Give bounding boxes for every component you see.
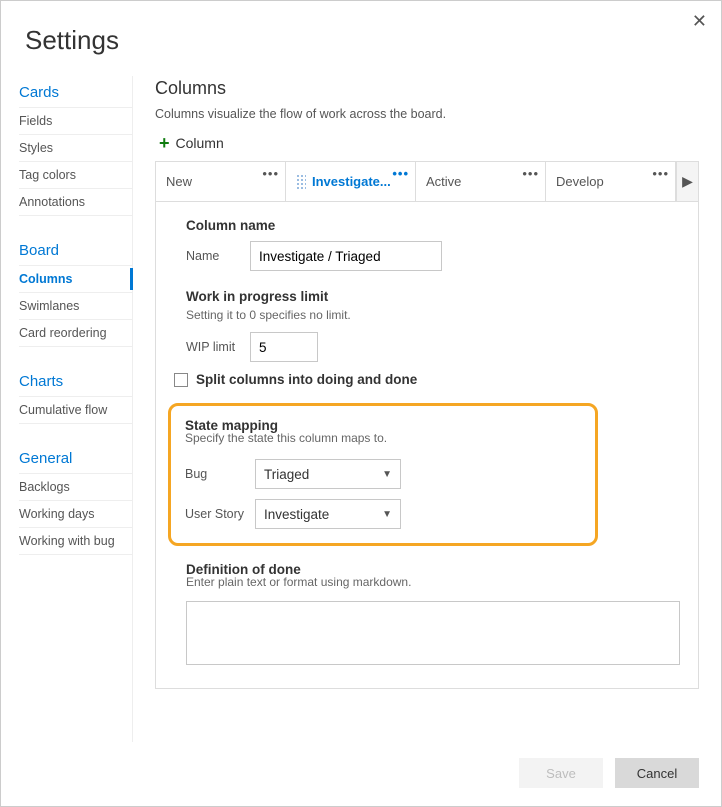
tab-label: Investigate... [312,174,391,189]
tab-menu-icon[interactable]: ••• [392,166,409,181]
wip-input[interactable] [250,332,318,362]
add-column-button[interactable]: + Column [155,135,699,151]
sidebar-group-general[interactable]: General [19,442,132,474]
column-name-label: Name [186,249,250,263]
tab-scroll-right[interactable]: ▶ [676,162,698,201]
tab-menu-icon[interactable]: ••• [522,166,539,181]
state-mapping-bug-label: Bug [185,467,255,481]
split-columns-checkbox[interactable]: Split columns into doing and done [174,372,680,387]
tab-investigate[interactable]: Investigate... ••• [286,162,416,201]
sidebar-item-cumulative-flow[interactable]: Cumulative flow [19,397,132,424]
sidebar-item-styles[interactable]: Styles [19,135,132,162]
cancel-button[interactable]: Cancel [615,758,699,788]
tab-menu-icon[interactable]: ••• [652,166,669,181]
drag-handle-icon[interactable] [296,174,306,190]
sidebar-item-annotations[interactable]: Annotations [19,189,132,216]
tab-new[interactable]: New ••• [156,162,286,201]
wip-sub: Setting it to 0 specifies no limit. [186,308,680,322]
sidebar-item-columns[interactable]: Columns [19,266,132,293]
sidebar-item-fields[interactable]: Fields [19,108,132,135]
chevron-down-icon: ▼ [382,469,392,480]
state-mapping-sub: Specify the state this column maps to. [185,431,581,445]
split-columns-label: Split columns into doing and done [196,372,417,387]
sidebar-group-board[interactable]: Board [19,234,132,266]
save-button[interactable]: Save [519,758,603,788]
add-column-label: Column [176,135,224,151]
sidebar-item-swimlanes[interactable]: Swimlanes [19,293,132,320]
sidebar-item-tag-colors[interactable]: Tag colors [19,162,132,189]
state-mapping-bug-select[interactable]: Triaged ▼ [255,459,401,489]
dialog-body: Cards Fields Styles Tag colors Annotatio… [1,76,721,742]
state-mapping-userstory-label: User Story [185,507,255,521]
dialog-footer: Save Cancel [1,742,721,806]
main-panel: Columns Columns visualize the flow of wo… [133,76,721,742]
dialog-title: Settings [1,1,721,76]
tab-label: Develop [556,174,604,189]
close-icon[interactable]: ✕ [692,11,707,32]
sidebar-item-working-days[interactable]: Working days [19,501,132,528]
tab-menu-icon[interactable]: ••• [262,166,279,181]
column-settings-panel: Column name Name Work in progress limit … [155,201,699,689]
state-mapping-highlight: State mapping Specify the state this col… [168,403,598,546]
sidebar: Cards Fields Styles Tag colors Annotatio… [1,76,133,742]
page-description: Columns visualize the flow of work acros… [155,107,699,121]
tab-label: Active [426,174,461,189]
page-title: Columns [155,78,699,99]
sidebar-group-charts[interactable]: Charts [19,365,132,397]
sidebar-group-cards[interactable]: Cards [19,76,132,108]
sidebar-item-card-reordering[interactable]: Card reordering [19,320,132,347]
settings-dialog: ✕ Settings Cards Fields Styles Tag color… [0,0,722,807]
state-mapping-userstory-select[interactable]: Investigate ▼ [255,499,401,529]
wip-label: WIP limit [186,340,250,354]
dod-textarea[interactable] [186,601,680,665]
column-name-input[interactable] [250,241,442,271]
select-value: Investigate [264,507,329,522]
sidebar-item-working-with-bug[interactable]: Working with bug [19,528,132,555]
tab-label: New [166,174,192,189]
checkbox-icon [174,373,188,387]
select-value: Triaged [264,467,309,482]
column-name-title: Column name [186,218,680,233]
sidebar-item-backlogs[interactable]: Backlogs [19,474,132,501]
column-tabstrip: New ••• Investigate... ••• Active ••• De… [155,161,699,201]
dod-sub: Enter plain text or format using markdow… [186,575,680,589]
tab-active[interactable]: Active ••• [416,162,546,201]
tab-develop[interactable]: Develop ••• [546,162,676,201]
plus-icon: + [159,136,170,150]
wip-title: Work in progress limit [186,289,680,304]
chevron-down-icon: ▼ [382,509,392,520]
